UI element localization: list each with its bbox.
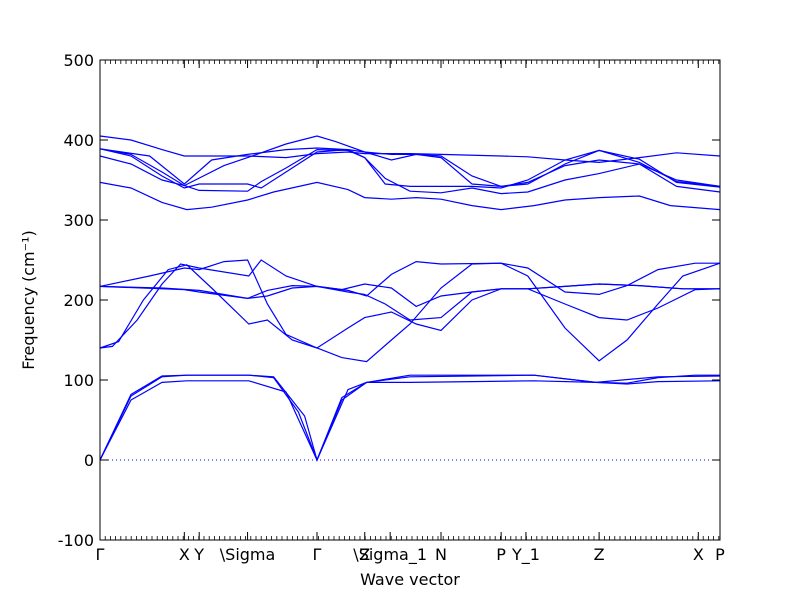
band-series-line <box>99 147 721 188</box>
x-tick-label: N <box>435 545 447 564</box>
band-series-line <box>99 181 721 211</box>
x-tick-label: X <box>693 545 704 564</box>
y-tick-label: 400 <box>63 131 94 150</box>
y-tick-label: 200 <box>63 291 94 310</box>
x-tick-label: P <box>496 545 506 564</box>
band-series-line <box>99 380 721 462</box>
y-axis-label: Frequency (cm⁻¹) <box>19 230 38 369</box>
x-tick-label: \Sigma_1 <box>353 545 427 565</box>
x-tick-label: \Sigma <box>220 545 276 564</box>
y-tick-label: 300 <box>63 211 94 230</box>
x-tick-label: P <box>715 545 725 564</box>
band-series-line <box>99 259 720 349</box>
y-tick-label: 100 <box>63 371 94 390</box>
y-tick-label: 500 <box>63 51 94 70</box>
x-tick-label: Z <box>594 545 605 564</box>
band-series-line <box>99 374 721 462</box>
band-series-line <box>99 283 720 308</box>
x-tick-label: X <box>179 545 190 564</box>
x-axis-ticks: Γ X Y \Sigma Γ Z\Sigma_1 N P Y_1 Z X P <box>96 60 725 565</box>
x-axis-label: Wave vector <box>360 570 460 589</box>
x-tick-label: Z <box>359 545 370 564</box>
band-series-line <box>99 259 721 349</box>
band-series-line <box>99 135 721 188</box>
plot-frame <box>99 59 721 541</box>
band-series-line <box>99 374 720 462</box>
x-tick-label: Γ <box>313 545 322 564</box>
x-axis-minor-ticks <box>99 60 720 540</box>
x-tick-label: Y <box>193 545 204 564</box>
band-series-line <box>99 148 721 189</box>
band-lines <box>99 135 721 462</box>
band-series-line <box>99 262 721 363</box>
y-axis-ticks: -100 0 100 200 300 400 500 <box>58 51 720 550</box>
y-tick-label: -100 <box>58 531 94 550</box>
x-tick-label: Y_1 <box>511 545 540 565</box>
band-series-line <box>99 148 721 195</box>
x-tick-label: Γ <box>96 545 105 564</box>
y-tick-label: 0 <box>84 451 94 470</box>
